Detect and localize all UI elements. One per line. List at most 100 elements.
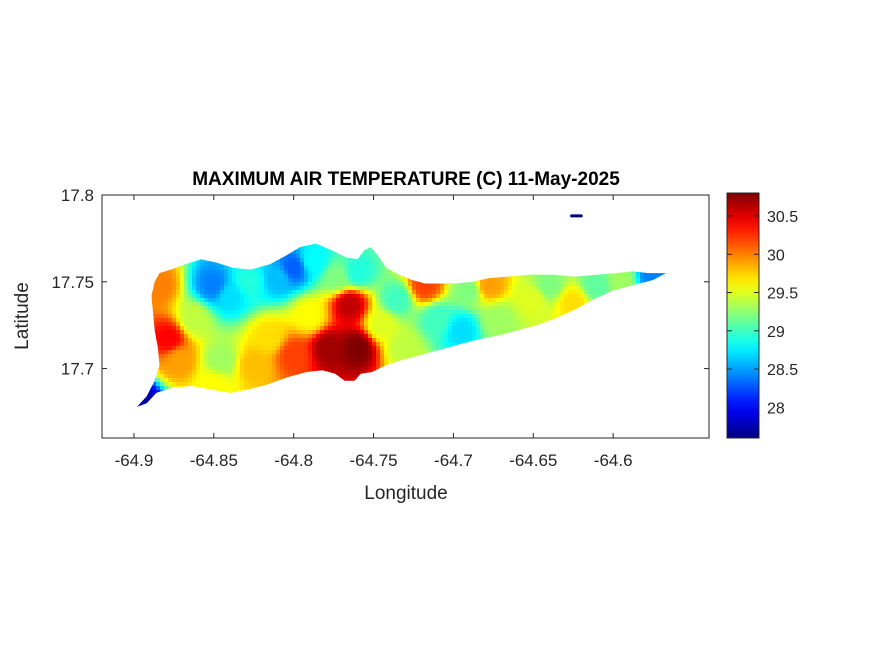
field-cell [212,362,217,367]
field-cell [388,306,393,311]
field-cell [312,354,317,359]
field-cell [220,310,225,315]
field-cell [316,354,321,359]
field-cell [328,342,333,347]
field-cell [496,298,501,303]
field-cell [456,298,461,303]
field-cell [180,330,185,335]
field-cell [548,298,553,303]
field-cell [376,270,381,275]
field-cell [204,318,209,323]
field-cell [340,302,345,307]
field-cell [304,334,309,339]
field-cell [316,298,321,303]
field-cell [228,310,233,315]
field-cell [540,282,545,287]
field-cell [224,298,229,303]
field-cell [260,294,265,299]
field-cell [196,342,201,347]
field-cell [556,290,561,295]
field-cell [304,314,309,319]
field-cell [512,318,517,323]
field-cell [340,306,345,311]
field-cell [160,338,165,343]
field-cell [192,334,197,339]
field-cell [256,334,261,339]
field-cell [332,366,337,371]
field-cell [516,286,521,291]
field-cell [240,330,245,335]
field-cell [460,338,465,343]
field-cell [188,282,193,287]
field-cell [204,322,209,327]
field-cell [440,330,445,335]
field-cell [200,354,205,359]
field-cell [204,294,209,299]
field-cell [472,302,477,307]
field-cell [232,358,237,363]
field-cell [212,294,217,299]
field-cell [560,290,565,295]
field-cell [416,318,421,323]
field-cell [536,310,541,315]
field-cell [336,326,341,331]
field-cell [192,282,197,287]
field-cell [212,334,217,339]
field-cell [328,278,333,283]
field-cell [192,306,197,311]
field-cell [388,358,393,363]
field-cell [340,318,345,323]
field-cell [192,370,197,375]
field-cell [272,342,277,347]
field-cell [508,290,513,295]
field-cell [444,298,449,303]
field-cell [580,302,585,307]
field-cell [292,258,297,263]
field-cell [560,310,565,315]
field-cell [404,330,409,335]
field-cell [176,298,181,303]
field-cell [228,334,233,339]
field-cell [556,306,561,311]
field-cell [228,362,233,367]
field-cell [560,294,565,299]
field-cell [204,282,209,287]
field-cell [264,326,269,331]
field-cell [352,290,357,295]
field-cell [164,326,169,331]
field-cell [248,282,253,287]
field-cell [416,290,421,295]
field-cell [284,274,289,279]
field-cell [352,318,357,323]
field-cell [336,366,341,371]
field-cell [292,254,297,259]
field-cell [436,338,441,343]
field-cell [152,314,157,319]
field-cell [256,282,261,287]
field-cell [204,266,209,271]
field-cell [516,326,521,331]
field-cell [472,322,477,327]
field-cell [544,318,549,323]
field-cell [244,318,249,323]
field-cell [196,278,201,283]
field-cell [348,362,353,367]
field-cell [308,294,313,299]
field-cell [188,342,193,347]
field-cell [336,258,341,263]
field-cell [248,306,253,311]
field-cell [340,362,345,367]
field-cell [360,366,365,371]
field-cell [208,314,213,319]
field-cell [292,306,297,311]
field-cell [432,346,437,351]
field-cell [348,286,353,291]
field-cell [276,322,281,327]
field-cell [180,322,185,327]
field-cell [432,294,437,299]
field-cell [360,270,365,275]
field-cell [316,270,321,275]
field-cell [484,322,489,327]
field-cell [560,274,565,279]
field-cell [288,318,293,323]
